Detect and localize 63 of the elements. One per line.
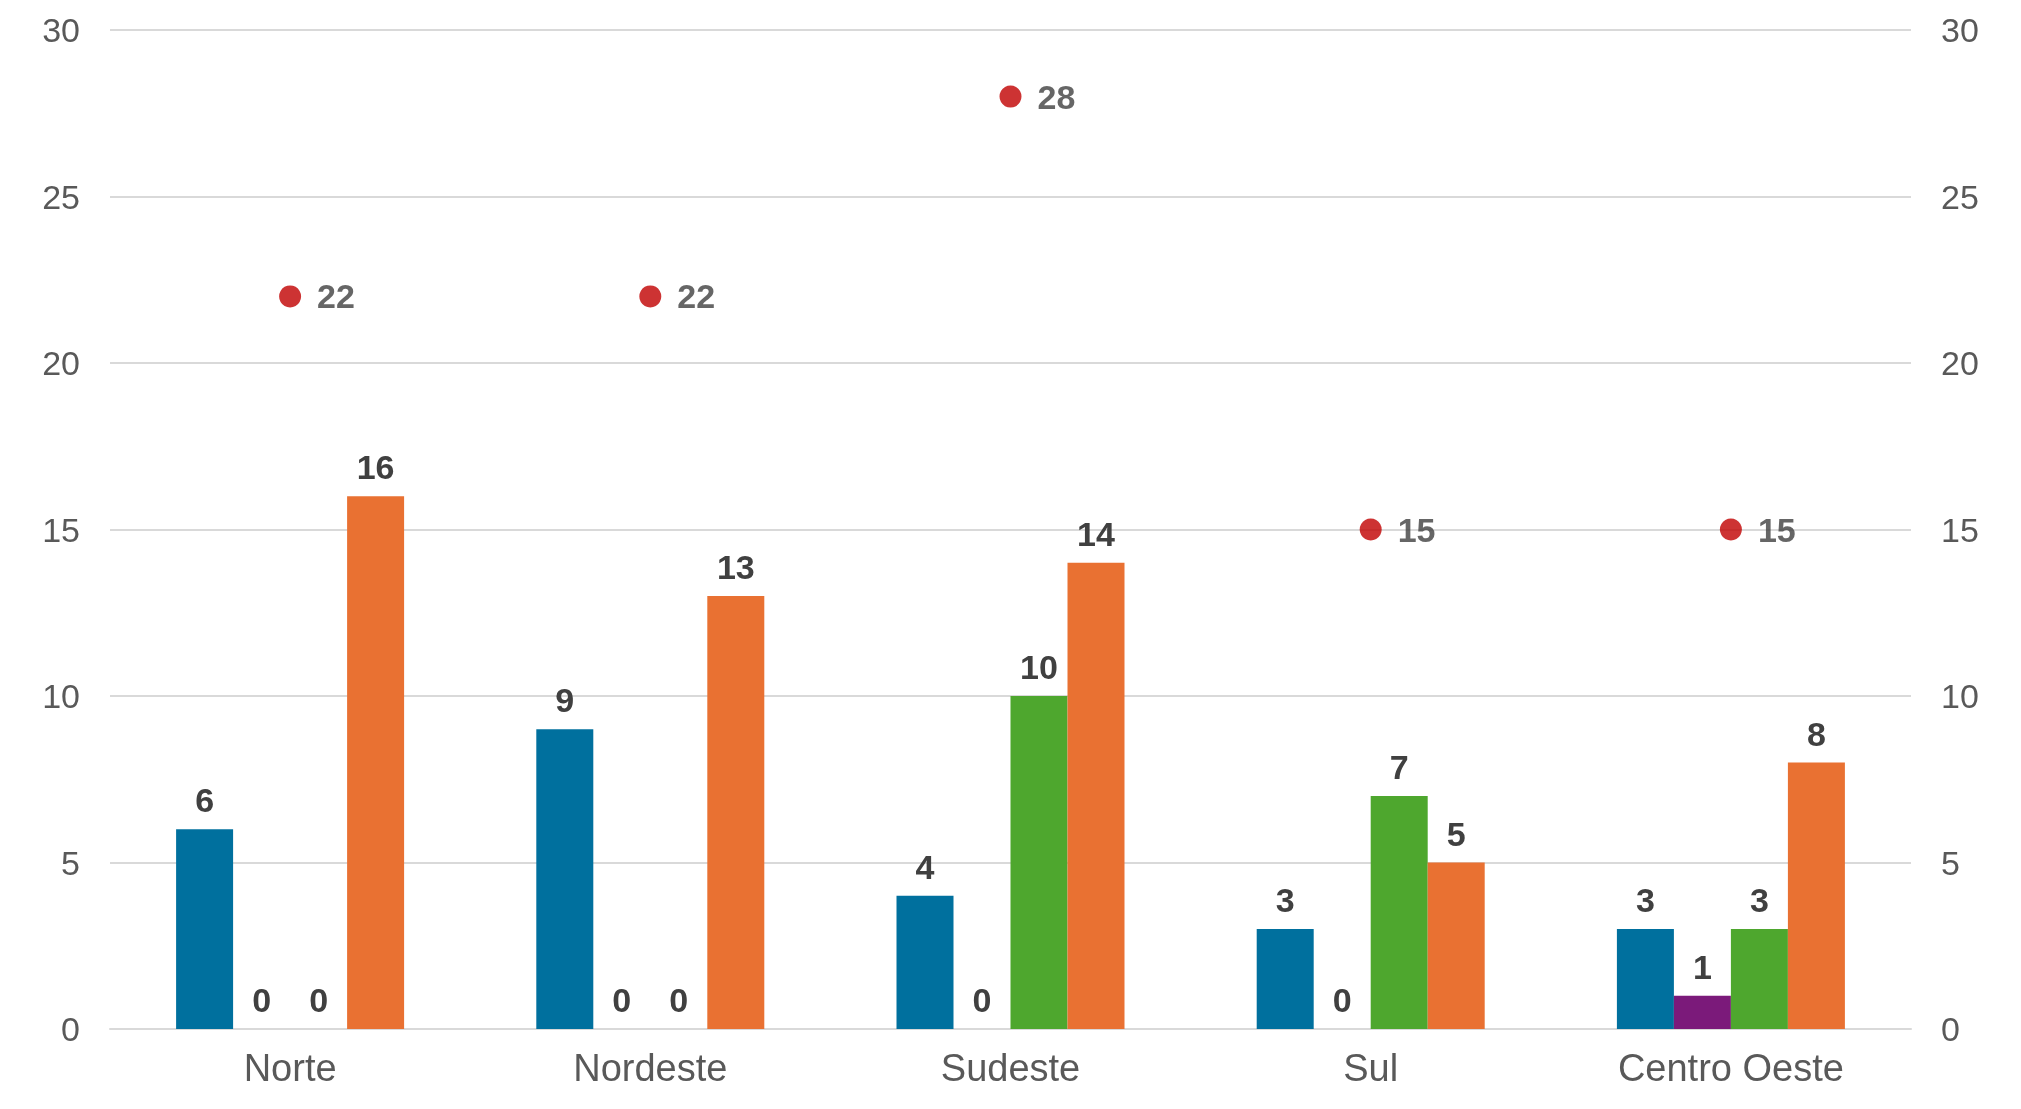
- data-label: 1: [1692, 947, 1712, 986]
- bar: [1787, 762, 1845, 1029]
- bar: [1730, 929, 1788, 1029]
- point: [999, 85, 1022, 108]
- y2-tick-label: 20: [1941, 344, 1979, 382]
- bar: [1010, 696, 1068, 1029]
- bar: [536, 729, 594, 1029]
- y-tick-label: 10: [42, 677, 80, 715]
- data-label: 15: [1397, 510, 1436, 549]
- point: [1359, 518, 1382, 541]
- point: [1719, 518, 1742, 541]
- x-tick-label: Sudeste: [940, 1047, 1081, 1089]
- bar: [896, 895, 954, 1029]
- y-tick-label: 25: [42, 177, 80, 216]
- data-label: 28: [1037, 77, 1076, 116]
- bar: [1616, 929, 1674, 1029]
- y2-tick-label: 30: [1941, 11, 1979, 49]
- y-tick-label: 30: [42, 11, 80, 49]
- data-label: 6: [195, 781, 215, 820]
- y-tick-label: 20: [42, 344, 80, 382]
- data-label: 0: [1332, 981, 1352, 1019]
- data-label: 22: [677, 277, 716, 316]
- data-label: 15: [1757, 510, 1796, 549]
- data-label: 10: [1020, 648, 1058, 686]
- data-label: 0: [309, 981, 329, 1019]
- data-label: 0: [972, 981, 992, 1019]
- point: [639, 285, 662, 308]
- data-label: 9: [555, 681, 575, 720]
- bar: [1067, 562, 1125, 1029]
- y-tick-label: 0: [61, 1010, 80, 1048]
- data-label: 13: [716, 548, 755, 587]
- y2-tick-label: 5: [1941, 843, 1960, 882]
- x-tick-label: Centro Oeste: [1617, 1047, 1844, 1089]
- y-tick-label: 15: [42, 510, 80, 549]
- data-label: 5: [1446, 814, 1466, 853]
- data-label: 7: [1389, 747, 1409, 786]
- point: [279, 285, 302, 308]
- y2-tick-label: 25: [1941, 177, 1979, 216]
- data-label: 0: [612, 981, 632, 1019]
- bar: [1427, 862, 1485, 1029]
- data-label: 0: [252, 981, 272, 1019]
- bar: [1256, 929, 1314, 1029]
- bar: [707, 596, 765, 1029]
- data-label: 14: [1077, 514, 1115, 553]
- data-label: 3: [1635, 881, 1655, 920]
- data-label: 8: [1806, 714, 1826, 753]
- y2-tick-label: 0: [1941, 1010, 1960, 1048]
- bar: [1673, 995, 1731, 1029]
- y2-tick-label: 15: [1941, 510, 1979, 549]
- y-tick-label: 5: [61, 843, 80, 882]
- x-tick-label: Norte: [243, 1047, 337, 1089]
- x-tick-label: Sul: [1343, 1047, 1399, 1089]
- bar: [347, 496, 405, 1029]
- data-label: 3: [1275, 881, 1295, 920]
- data-label: 22: [317, 277, 355, 316]
- data-label: 4: [915, 847, 935, 886]
- data-label: 0: [669, 981, 689, 1019]
- y2-tick-label: 10: [1941, 677, 1979, 715]
- bar: [176, 829, 234, 1029]
- data-label: 3: [1749, 881, 1769, 920]
- data-label: 16: [356, 448, 395, 487]
- x-tick-label: Nordeste: [573, 1047, 728, 1089]
- bar: [1370, 795, 1428, 1029]
